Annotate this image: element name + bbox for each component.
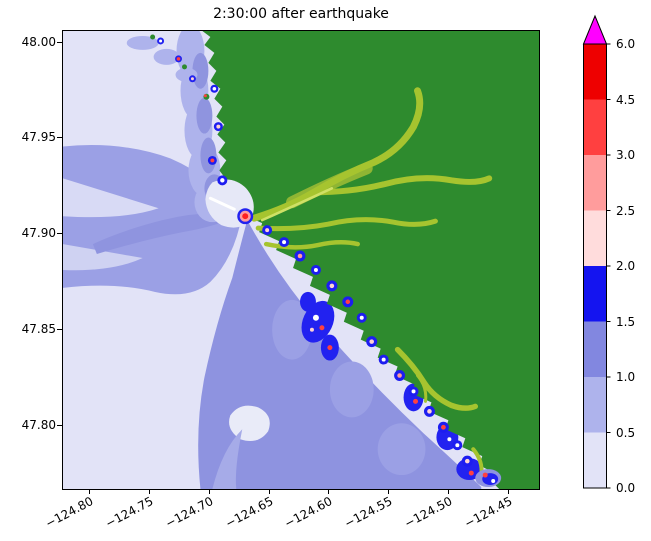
x-tick-mark <box>328 490 329 494</box>
tsunami-map <box>63 31 539 489</box>
colorbar-tick-label: 1.5 <box>616 315 636 329</box>
x-tick-mark <box>209 490 210 494</box>
x-tick-label: −124.80 <box>43 494 96 531</box>
wave-fan-south <box>198 220 482 489</box>
y-tick-label: 47.80 <box>21 418 56 432</box>
x-tick-label: −124.75 <box>103 494 156 531</box>
x-tick-mark <box>508 490 509 494</box>
colorbar-tick-marks <box>606 43 611 489</box>
x-tick-label: −124.45 <box>462 494 515 531</box>
colorbar-tick-label: 2.0 <box>616 259 636 273</box>
y-tick-mark <box>57 233 62 234</box>
colorbar-tick-label: 6.0 <box>616 37 636 51</box>
colorbar-tick-label: 4.5 <box>616 93 636 107</box>
colorbar-tick-label: 1.0 <box>616 370 636 384</box>
map-plot-area <box>62 30 540 490</box>
colorbar-segments <box>583 43 607 489</box>
colorbar-tick-label: 0.5 <box>616 426 636 440</box>
x-tick-label: −124.55 <box>342 494 395 531</box>
y-tick-mark <box>57 42 62 43</box>
offshore-rocks <box>126 34 210 100</box>
colorbar <box>582 14 611 489</box>
colorbar-tick-label: 3.0 <box>616 148 636 162</box>
colorbar-tick-label: 2.5 <box>616 204 636 218</box>
x-tick-mark <box>149 490 150 494</box>
x-tick-label: −124.60 <box>282 494 335 531</box>
y-tick-label: 48.00 <box>21 35 56 49</box>
x-tick-label: −124.65 <box>223 494 276 531</box>
land-region <box>202 31 539 489</box>
x-tick-mark <box>269 490 270 494</box>
x-tick-mark <box>388 490 389 494</box>
y-tick-label: 47.95 <box>21 130 56 144</box>
colorbar-over-arrow <box>582 14 608 45</box>
x-tick-mark <box>448 490 449 494</box>
coastal-hotspots <box>207 84 474 476</box>
x-tick-mark <box>89 490 90 494</box>
bottom-bay <box>475 469 502 488</box>
y-tick-mark <box>57 329 62 330</box>
river-valleys <box>250 87 493 478</box>
plot-title: 2:30:00 after earthquake <box>213 6 389 22</box>
colorbar-tick-label: 0.0 <box>616 481 636 495</box>
y-tick-label: 47.85 <box>21 322 56 336</box>
x-tick-label: −124.50 <box>402 494 455 531</box>
y-tick-mark <box>57 425 62 426</box>
y-tick-mark <box>57 137 62 138</box>
x-tick-label: −124.70 <box>163 494 216 531</box>
y-tick-label: 47.90 <box>21 226 56 240</box>
